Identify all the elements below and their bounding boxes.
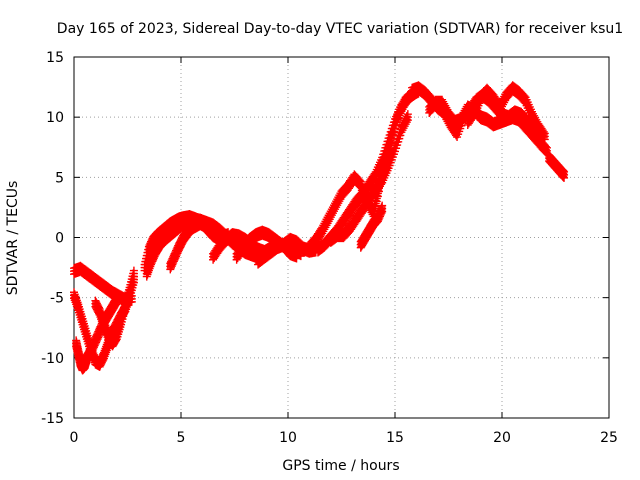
data-point [112, 336, 121, 345]
data-point [371, 202, 380, 211]
y-axis: -15 -10 -5 0 5 10 15 [41, 50, 609, 427]
data-point [372, 197, 381, 206]
x-axis: 0 5 10 15 20 25 [70, 57, 618, 446]
x-axis-label: GPS time / hours [282, 458, 399, 474]
data-point [296, 252, 305, 261]
data-point [112, 300, 121, 309]
series-track-n [356, 201, 387, 252]
data-point [377, 180, 386, 189]
series-track-r [545, 151, 569, 182]
data-point [540, 135, 549, 144]
data-point [560, 173, 569, 182]
y-tick-label: 0 [55, 231, 64, 247]
x-tick-label: 10 [279, 430, 297, 446]
y-axis-label: SDTVAR / TECUs [5, 181, 21, 296]
x-tick-label: 25 [600, 430, 618, 446]
data-point [539, 146, 548, 155]
data-point [403, 116, 412, 125]
data-point [112, 299, 121, 308]
y-tick-label: 15 [46, 50, 64, 66]
data-point [377, 209, 386, 218]
series-track-m [326, 110, 412, 247]
y-tick-label: 5 [55, 170, 64, 186]
y-tick-label: -10 [41, 351, 64, 367]
y-tick-label: 10 [46, 110, 64, 126]
data-point [99, 355, 108, 364]
data-point [378, 207, 387, 216]
data-point [539, 133, 548, 142]
data-point [129, 272, 138, 281]
data-points [70, 81, 569, 375]
x-tick-label: 5 [177, 430, 186, 446]
data-point [469, 112, 478, 121]
series-track-q [463, 81, 549, 144]
x-tick-label: 20 [493, 430, 511, 446]
series-track-p [425, 95, 549, 156]
y-tick-label: -5 [50, 291, 64, 307]
data-point [540, 147, 549, 156]
y-tick-label: -15 [41, 411, 64, 427]
chart-title: Day 165 of 2023, Sidereal Day-to-day VTE… [57, 21, 623, 37]
x-tick-label: 15 [386, 430, 404, 446]
x-tick-label: 0 [70, 430, 79, 446]
series-track-d [91, 266, 138, 351]
